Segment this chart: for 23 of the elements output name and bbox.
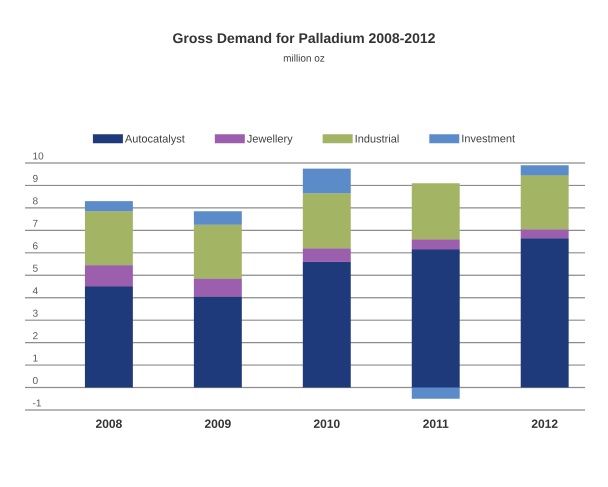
chart-title: Gross Demand for Palladium 2008-2012 (173, 32, 435, 44)
x-tick-label: 2008 (96, 420, 122, 428)
y-tick-label: 3 (32, 310, 38, 317)
legend-label: Investment (462, 134, 516, 142)
y-tick-label: 9 (33, 174, 38, 182)
x-tick-label: 2009 (204, 420, 231, 428)
x-tick-label: 2010 (314, 420, 340, 428)
x-tick-label: 2012 (532, 420, 558, 428)
legend-label: Industrial (356, 134, 399, 143)
legend-label: Autocatalyst (124, 134, 185, 145)
chart-subtitle: million oz (284, 54, 324, 62)
y-tick-label: 4 (32, 287, 38, 294)
y-tick-label: 2 (33, 332, 38, 340)
y-tick-label: -1 (32, 400, 41, 406)
y-tick-label: 5 (32, 264, 38, 272)
y-tick-label: 7 (33, 220, 38, 227)
y-tick-label: 0 (32, 376, 38, 384)
y-tick-label: 10 (33, 152, 44, 160)
y-tick-label: 1 (33, 354, 38, 362)
y-tick-label: 8 (32, 197, 38, 204)
legend-label: Jewellery (246, 134, 293, 145)
x-tick-label: 2011 (423, 420, 448, 428)
y-tick-label: 6 (33, 242, 38, 250)
